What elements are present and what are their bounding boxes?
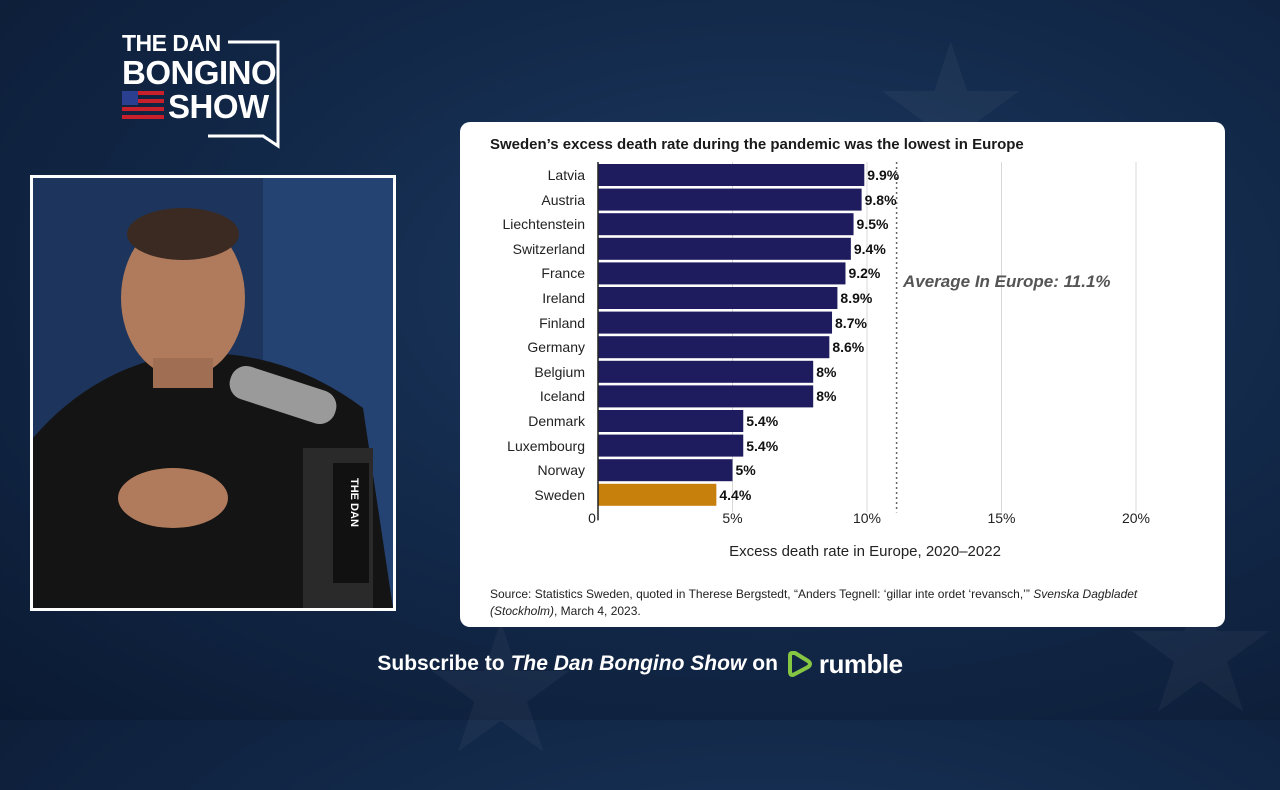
- category-label: Germany: [527, 339, 585, 356]
- category-label: Luxembourg: [507, 437, 585, 454]
- x-tick-label: 5%: [722, 510, 743, 527]
- value-label: 9.5%: [856, 216, 889, 233]
- bar-luxembourg: [598, 434, 744, 457]
- bar-ireland: [598, 287, 838, 309]
- bar-belgium: [598, 360, 814, 383]
- bar-finland: [598, 311, 833, 334]
- category-label: Latvia: [547, 167, 585, 183]
- category-label: Iceland: [539, 388, 585, 405]
- svg-text:THE DAN: THE DAN: [348, 478, 360, 527]
- bar-france: [598, 262, 846, 285]
- value-label: 5.4%: [746, 437, 779, 454]
- rumble-wordmark: rumble: [818, 648, 903, 679]
- x-axis-label: Excess death rate in Europe, 2020–2022: [729, 543, 1001, 560]
- value-label: 9.4%: [853, 240, 886, 257]
- bar-austria: [598, 188, 862, 211]
- category-label: Austria: [541, 191, 585, 208]
- category-label: Denmark: [528, 413, 585, 429]
- value-label: 4.4%: [719, 486, 752, 503]
- rumble-icon: [787, 651, 812, 677]
- category-label: France: [541, 265, 585, 282]
- bar-norway: [598, 459, 733, 482]
- value-label: 8.7%: [835, 314, 867, 331]
- bar-latvia: [598, 164, 865, 186]
- show-name: The Dan Bongino Show: [510, 652, 747, 675]
- bar-chart: [597, 162, 1137, 521]
- category-label: Norway: [537, 462, 585, 479]
- category-label: Switzerland: [512, 240, 585, 257]
- x-tick-label: 15%: [987, 510, 1016, 527]
- source-text: Source: Statistics Sweden, quoted in The…: [490, 587, 1034, 601]
- subscribe-prefix: Subscribe to: [377, 652, 505, 675]
- source-note: Source: Statistics Sweden, quoted in The…: [490, 586, 1190, 620]
- bar-liechtenstein: [598, 213, 854, 236]
- flag-icon: [122, 91, 164, 119]
- source-date: , March 4, 2023.: [554, 604, 641, 618]
- logo-line-2: BONGINO: [122, 54, 277, 91]
- chart-title: Sweden’s excess death rate during the pa…: [490, 136, 1024, 153]
- value-label: 8.9%: [840, 290, 873, 306]
- logo-line-1: THE DAN: [122, 30, 221, 56]
- value-label: 9.2%: [848, 265, 881, 282]
- value-label: 5.4%: [746, 413, 779, 429]
- rumble-link[interactable]: rumble: [786, 649, 903, 680]
- bar-switzerland: [598, 237, 851, 260]
- value-label: 8%: [816, 363, 837, 380]
- bar-germany: [598, 336, 830, 359]
- x-tick-label: 10%: [852, 510, 882, 527]
- category-label: Belgium: [534, 363, 585, 380]
- source-publication: Svenska Dagbladet (Stockholm): [490, 587, 1138, 618]
- category-label: Sweden: [534, 486, 585, 503]
- bar-iceland: [598, 385, 814, 408]
- category-label: Liechtenstein: [502, 216, 585, 233]
- value-label: 8.6%: [832, 339, 865, 356]
- average-annotation: Average In Europe: 11.1%: [903, 272, 1111, 291]
- subscribe-banner: Subscribe to The Dan Bongino Show on rum…: [0, 648, 1280, 680]
- show-logo: THE DAN BONGINO SHOW: [118, 28, 284, 152]
- x-tick-label: 20%: [1121, 510, 1151, 527]
- chart-panel: Sweden’s excess death rate during the pa…: [460, 122, 1225, 627]
- category-label: Ireland: [542, 290, 585, 306]
- value-label: 9.9%: [867, 167, 900, 183]
- x-tick-label: 0: [588, 510, 596, 527]
- bar-sweden: [598, 483, 717, 506]
- background-star-icon: ★: [420, 600, 581, 780]
- subscribe-on: on: [752, 652, 778, 675]
- value-label: 8%: [816, 388, 837, 405]
- value-label: 9.8%: [864, 191, 897, 208]
- value-label: 5%: [735, 462, 756, 479]
- logo-line-3: SHOW: [168, 88, 269, 125]
- bar-denmark: [598, 410, 744, 432]
- host-video: THE DAN: [30, 175, 396, 611]
- category-label: Finland: [539, 314, 585, 331]
